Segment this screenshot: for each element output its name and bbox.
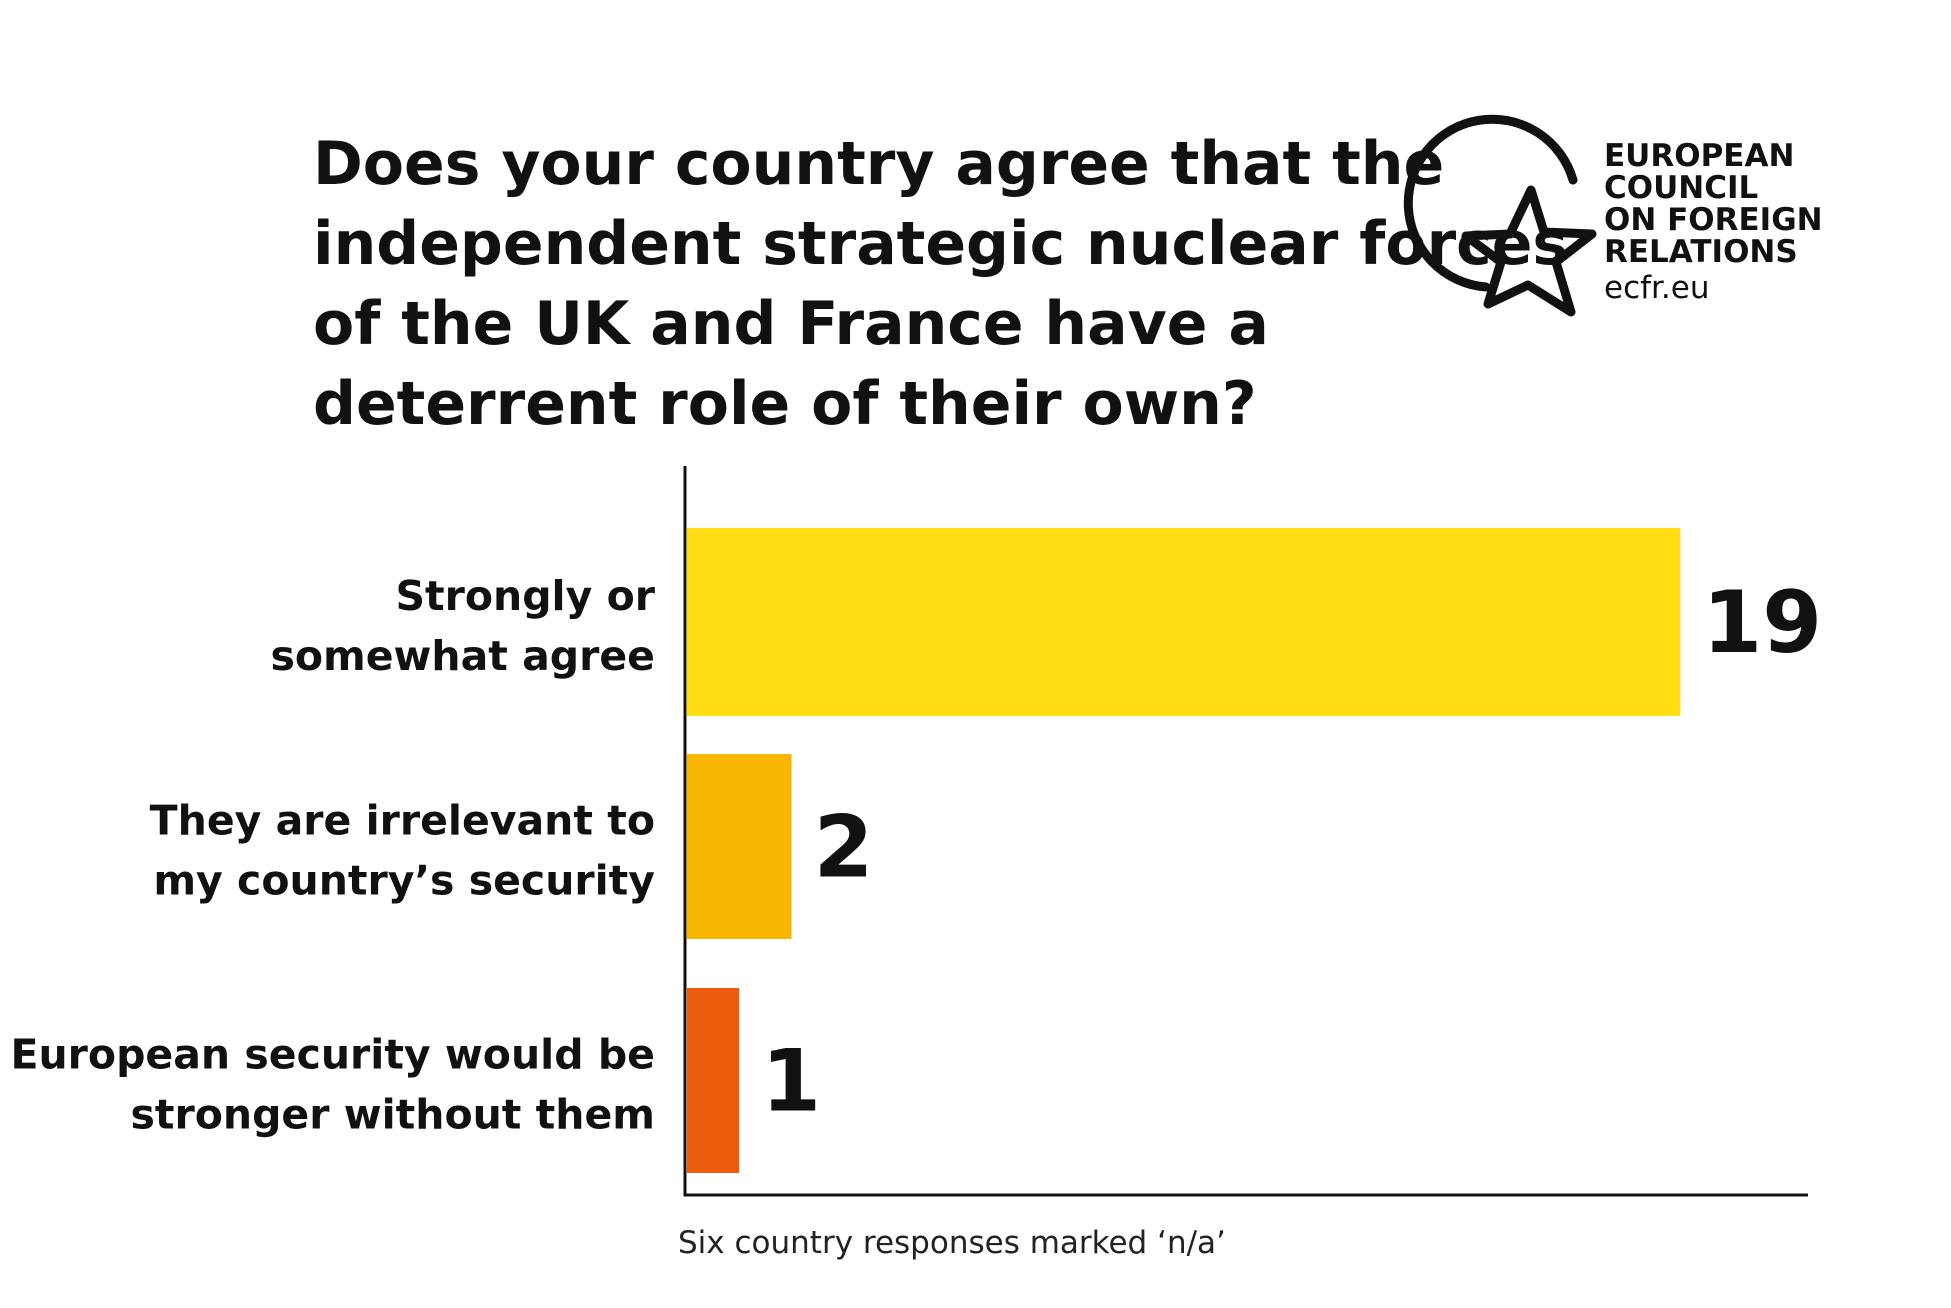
logo-url: ecfr.eu (1604, 270, 1710, 306)
category-label: Strongly or (396, 572, 656, 620)
logo-text-line: COUNCIL (1604, 170, 1758, 206)
value-label: 1 (761, 1032, 821, 1132)
category-labels: Strongly or somewhat agree They are irrele… (10, 572, 655, 1139)
category-label: my country’s security (153, 857, 655, 905)
chart-title-line: Does your country agree that the (313, 129, 1444, 199)
bars (687, 528, 1681, 1173)
bar (687, 754, 792, 939)
chart-title-line: deterrent role of their own? (313, 369, 1257, 439)
bar (687, 988, 740, 1173)
category-label: somewhat agree (270, 632, 655, 680)
value-label: 19 (1702, 573, 1822, 673)
chart-note: Six country responses marked ‘n/a’ (678, 1225, 1226, 1261)
chart-title: Does your country agree that the independ… (313, 129, 1568, 439)
category-label: European security would be (10, 1031, 655, 1079)
logo-text-line: EUROPEAN (1604, 138, 1794, 174)
category-label: stronger without them (131, 1091, 656, 1139)
star-in-circle-icon (1403, 114, 1597, 317)
logo-text-line: RELATIONS (1604, 234, 1798, 270)
logo-text-line: ON FOREIGN (1604, 202, 1823, 238)
category-label: They are irrelevant to (150, 797, 655, 845)
chart-title-line: of the UK and France have a (313, 289, 1269, 359)
bar (687, 528, 1681, 716)
chart-title-line: independent strategic nuclear forces (313, 209, 1568, 279)
value-label: 2 (814, 798, 874, 898)
